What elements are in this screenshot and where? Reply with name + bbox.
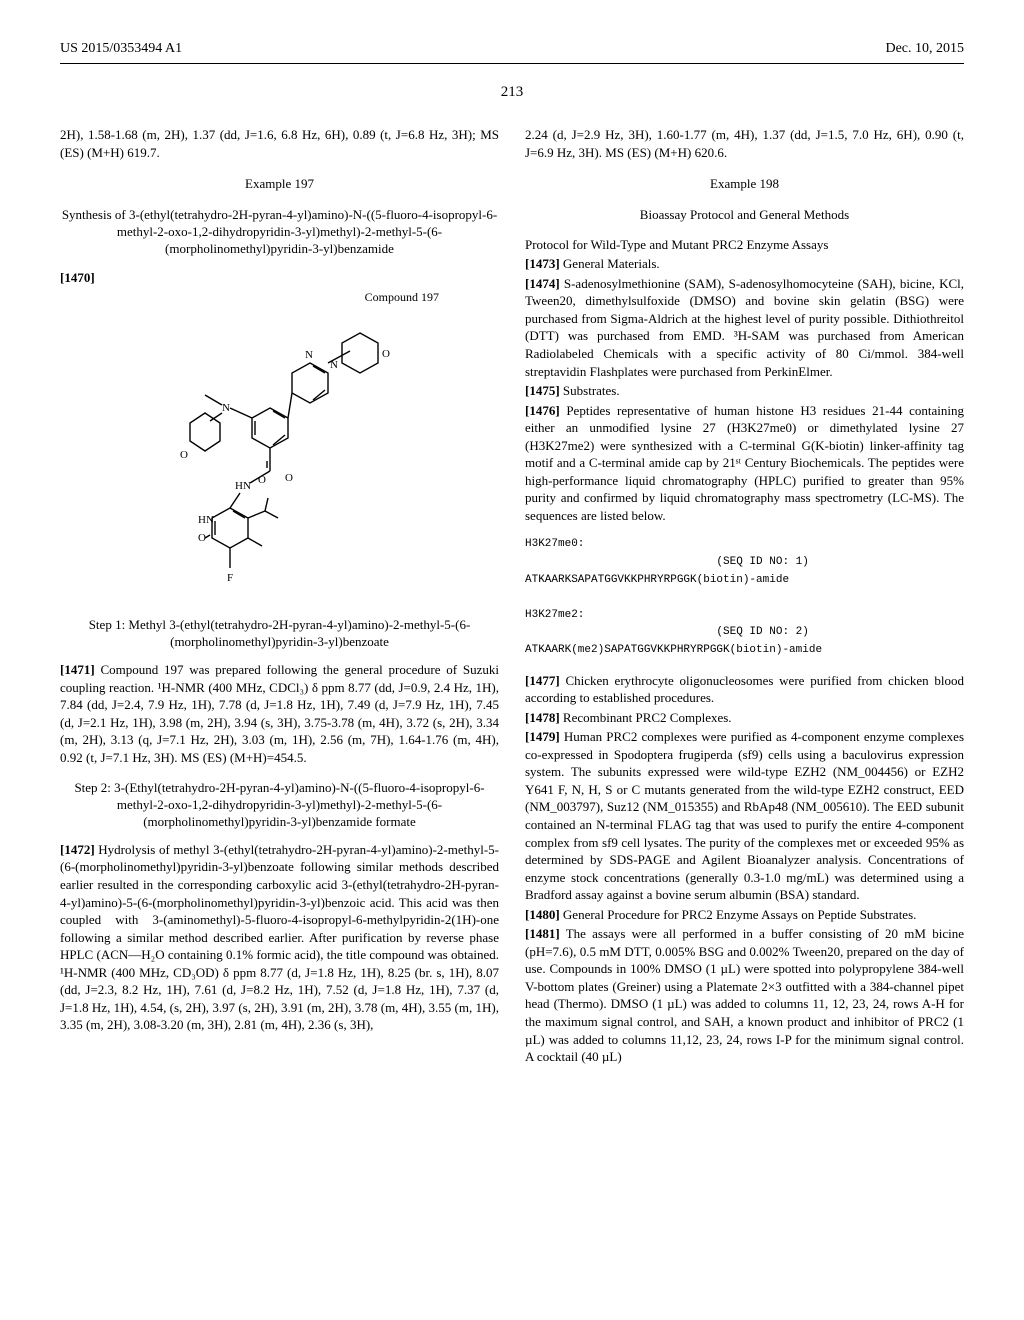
paragraph-text: Peptides representative of human histone…	[525, 403, 964, 523]
paragraph-text: Compound 197 was prepared following the …	[60, 662, 499, 765]
paragraph-number: [1472]	[60, 842, 95, 857]
paragraph-1470: [1470]	[60, 269, 499, 287]
paragraph-text: General Procedure for PRC2 Enzyme Assays…	[560, 907, 917, 922]
paragraph-number: [1479]	[525, 729, 560, 744]
paragraph-text: Human PRC2 complexes were purified as 4-…	[525, 729, 964, 902]
paragraph-1471: [1471] Compound 197 was prepared followi…	[60, 661, 499, 766]
svg-text:F: F	[227, 572, 233, 584]
paragraph-1479: [1479] Human PRC2 complexes were purifie…	[525, 728, 964, 903]
paragraph-1480: [1480] General Procedure for PRC2 Enzyme…	[525, 906, 964, 924]
svg-text:HN: HN	[198, 514, 214, 526]
paragraph-number: [1478]	[525, 710, 560, 725]
svg-text:N: N	[222, 402, 230, 414]
example-198-subtitle: Bioassay Protocol and General Methods	[525, 207, 964, 224]
paragraph-number: [1470]	[60, 270, 95, 285]
paragraph-text: S-adenosylmethionine (SAM), S-adenosylho…	[525, 276, 964, 379]
paragraph-text: The assays were all performed in a buffe…	[525, 926, 964, 1064]
paragraph-1478: [1478] Recombinant PRC2 Complexes.	[525, 709, 964, 727]
svg-text:O: O	[198, 532, 206, 544]
paragraph-1477: [1477] Chicken erythrocyte oligonucleoso…	[525, 672, 964, 707]
publication-number: US 2015/0353494 A1	[60, 40, 182, 59]
chemical-structure-icon: O N N N	[150, 313, 410, 603]
paragraph-1476: [1476] Peptides representative of human …	[525, 402, 964, 525]
example-197-title: Example 197	[60, 175, 499, 193]
page-header: US 2015/0353494 A1 Dec. 10, 2015	[60, 40, 964, 64]
paragraph-text: Chicken erythrocyte oligonucleosomes wer…	[525, 673, 964, 706]
page-number: 213	[60, 82, 964, 102]
sequence-listing: H3K27me0: (SEQ ID NO: 1) ATKAARKSAPATGGV…	[525, 536, 964, 659]
paragraph-number: [1474]	[525, 276, 560, 291]
paragraph-number: [1473]	[525, 256, 560, 271]
svg-text:O: O	[382, 348, 390, 360]
paragraph-text: Hydrolysis of methyl 3-(ethyl(tetrahydro…	[60, 842, 499, 1032]
paragraph-1475: [1475] Substrates.	[525, 382, 964, 400]
example-197-synthesis-title: Synthesis of 3-(ethyl(tetrahydro-2H-pyra…	[60, 207, 499, 258]
paragraph-1472: [1472] Hydrolysis of methyl 3-(ethyl(tet…	[60, 841, 499, 1034]
paragraph-1481: [1481] The assays were all performed in …	[525, 925, 964, 1065]
continuation-paragraph: 2.24 (d, J=2.9 Hz, 3H), 1.60-1.77 (m, 4H…	[525, 126, 964, 161]
continuation-paragraph: 2H), 1.58-1.68 (m, 2H), 1.37 (dd, J=1.6,…	[60, 126, 499, 161]
two-column-layout: 2H), 1.58-1.68 (m, 2H), 1.37 (dd, J=1.6,…	[60, 126, 964, 1067]
step-1-title: Step 1: Methyl 3-(ethyl(tetrahydro-2H-py…	[60, 617, 499, 651]
paragraph-number: [1476]	[525, 403, 560, 418]
protocol-heading: Protocol for Wild-Type and Mutant PRC2 E…	[525, 236, 964, 254]
paragraph-number: [1477]	[525, 673, 560, 688]
right-column: 2.24 (d, J=2.9 Hz, 3H), 1.60-1.77 (m, 4H…	[525, 126, 964, 1067]
paragraph-text: General Materials.	[560, 256, 660, 271]
paragraph-number: [1481]	[525, 926, 560, 941]
patent-page: US 2015/0353494 A1 Dec. 10, 2015 213 2H)…	[0, 0, 1024, 1108]
svg-text:O: O	[180, 449, 188, 461]
svg-text:HN: HN	[235, 480, 251, 492]
paragraph-number: [1480]	[525, 907, 560, 922]
compound-label: Compound 197	[60, 289, 499, 305]
left-column: 2H), 1.58-1.68 (m, 2H), 1.37 (dd, J=1.6,…	[60, 126, 499, 1067]
paragraph-1474: [1474] S-adenosylmethionine (SAM), S-ade…	[525, 275, 964, 380]
paragraph-number: [1475]	[525, 383, 560, 398]
paragraph-text: Substrates.	[560, 383, 620, 398]
svg-text:O: O	[285, 472, 293, 484]
example-198-title: Example 198	[525, 175, 964, 193]
step-2-title: Step 2: 3-(Ethyl(tetrahydro-2H-pyran-4-y…	[60, 780, 499, 831]
paragraph-1473: [1473] General Materials.	[525, 255, 964, 273]
publication-date: Dec. 10, 2015	[885, 40, 964, 59]
paragraph-text: Recombinant PRC2 Complexes.	[560, 710, 732, 725]
svg-text:N: N	[305, 349, 313, 361]
paragraph-number: [1471]	[60, 662, 95, 677]
